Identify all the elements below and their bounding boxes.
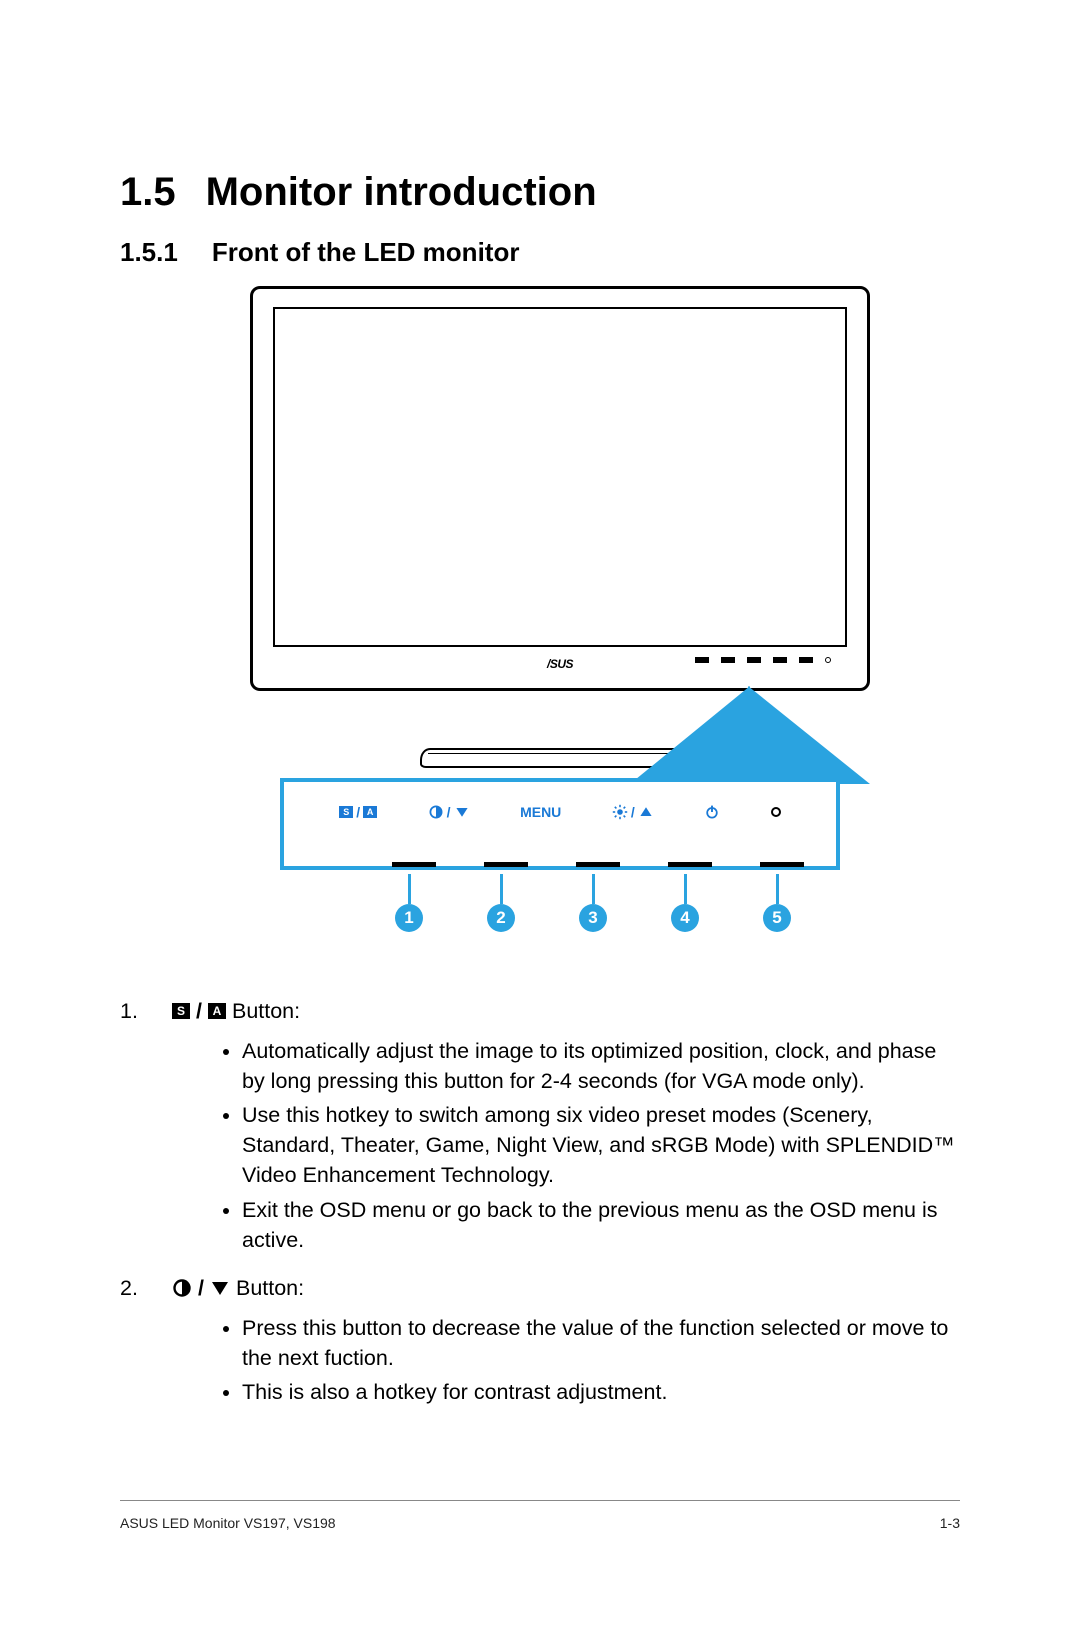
slash: / xyxy=(196,996,202,1026)
down-triangle-icon xyxy=(454,804,470,820)
panel-label-menu: MENU xyxy=(520,804,561,820)
list-item: 2. / Button: xyxy=(120,1273,960,1303)
contrast-icon xyxy=(172,1278,192,1298)
bullet: Use this hotkey to switch among six vide… xyxy=(242,1100,960,1190)
page-footer: ASUS LED Monitor VS197, VS198 1-3 xyxy=(120,1500,960,1531)
label-suffix: Button: xyxy=(236,1273,304,1303)
touch-strip xyxy=(668,862,712,867)
callout-leader xyxy=(684,874,687,904)
list-item-label: / Button: xyxy=(172,1273,304,1303)
subsection-number: 1.5.1 xyxy=(120,237,178,268)
bullet: Press this button to decrease the value … xyxy=(242,1313,960,1373)
bezel-button-mini xyxy=(695,657,709,663)
footer-right: 1-3 xyxy=(940,1515,960,1531)
a-icon: A xyxy=(208,1003,226,1019)
s-icon: S xyxy=(172,1003,190,1019)
panel-led-indicator xyxy=(771,807,781,817)
slash: / xyxy=(356,804,360,820)
button-panel-enlarged: S / A / MENU / xyxy=(280,778,840,870)
slash: / xyxy=(631,804,635,820)
list-item-bullets: Press this button to decrease the value … xyxy=(120,1313,960,1407)
list-item-label: S / A Button: xyxy=(172,996,300,1026)
list-item: 1. S / A Button: xyxy=(120,996,960,1026)
down-triangle-icon xyxy=(210,1278,230,1298)
bezel-button-mini xyxy=(773,657,787,663)
brightness-icon xyxy=(612,804,628,820)
monitor-figure: /SUS S / A xyxy=(190,286,890,926)
panel-label-contrast-down: / xyxy=(428,804,470,820)
callout-number: 5 xyxy=(763,904,791,932)
touch-strip xyxy=(484,862,528,867)
footer-left: ASUS LED Monitor VS197, VS198 xyxy=(120,1515,336,1531)
callout-leader xyxy=(500,874,503,904)
bullet: Automatically adjust the image to its op… xyxy=(242,1036,960,1096)
up-triangle-icon xyxy=(638,804,654,820)
section-title: Monitor introduction xyxy=(206,170,597,215)
label-suffix: Button: xyxy=(232,996,300,1026)
touch-strip xyxy=(576,862,620,867)
touch-strip xyxy=(392,862,436,867)
callout-leader xyxy=(408,874,411,904)
callout-number: 4 xyxy=(671,904,699,932)
callout-number: 1 xyxy=(395,904,423,932)
contrast-icon xyxy=(428,804,444,820)
subsection-heading: 1.5.1 Front of the LED monitor xyxy=(120,237,960,268)
callout-leader xyxy=(776,874,779,904)
bullet: Exit the OSD menu or go back to the prev… xyxy=(242,1195,960,1255)
callout-number: 3 xyxy=(579,904,607,932)
monitor-screen xyxy=(273,307,847,647)
power-icon xyxy=(704,804,720,820)
panel-label-sa: S / A xyxy=(339,804,377,820)
bezel-button-mini xyxy=(799,657,813,663)
list-item-number: 2. xyxy=(120,1273,172,1303)
section-heading: 1.5 Monitor introduction xyxy=(120,170,960,215)
a-icon: A xyxy=(363,806,377,818)
section-number: 1.5 xyxy=(120,170,176,215)
slash: / xyxy=(447,804,451,820)
bullet: This is also a hotkey for contrast adjus… xyxy=(242,1377,960,1407)
list-item-bullets: Automatically adjust the image to its op… xyxy=(120,1036,960,1255)
touch-strip xyxy=(760,862,804,867)
bezel-button-mini xyxy=(747,657,761,663)
callout-beam xyxy=(630,686,750,784)
brand-logo: /SUS xyxy=(547,657,573,671)
callout-leader xyxy=(592,874,595,904)
bezel-buttons-mini xyxy=(695,657,831,663)
panel-label-power xyxy=(704,804,720,820)
panel-label-brightness-up: / xyxy=(612,804,654,820)
subsection-title: Front of the LED monitor xyxy=(212,237,520,268)
description-list: 1. S / A Button: Automatically adjust th… xyxy=(120,996,960,1407)
callout-beam xyxy=(748,686,870,784)
monitor-bezel: /SUS xyxy=(250,286,870,691)
callout-number: 2 xyxy=(487,904,515,932)
list-item-number: 1. xyxy=(120,996,172,1026)
bezel-button-mini xyxy=(721,657,735,663)
s-icon: S xyxy=(339,806,353,818)
bezel-led-mini xyxy=(825,657,831,663)
slash: / xyxy=(198,1273,204,1303)
